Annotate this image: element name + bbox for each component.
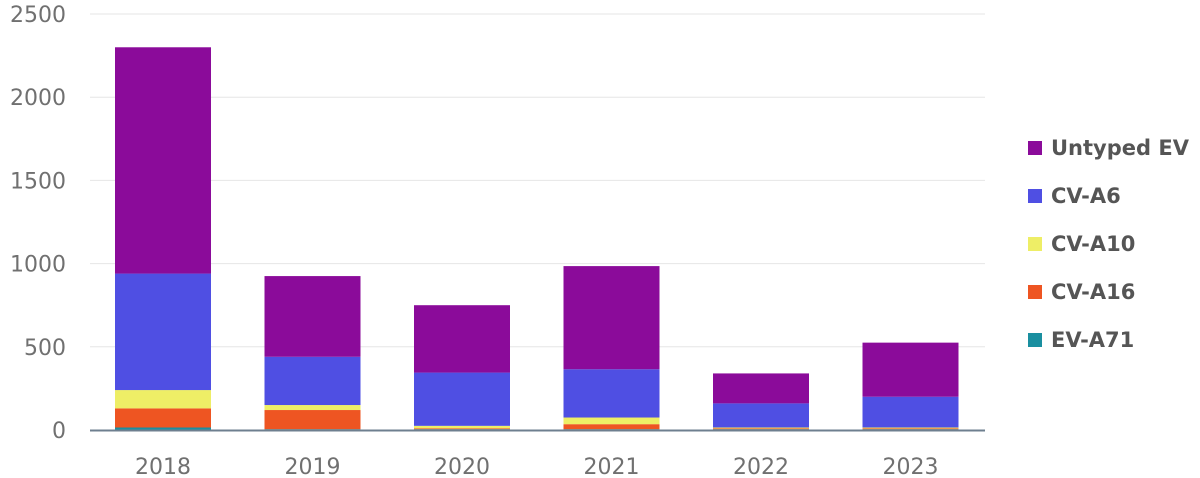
bar-segment-cv-a6 (862, 396, 959, 428)
legend-label: CV-A6 (1051, 184, 1121, 208)
bar-segment-cv-a6 (264, 356, 361, 406)
legend-item[interactable]: CV-A10 (1028, 220, 1200, 268)
bars (115, 47, 959, 430)
y-tick-label: 1000 (10, 253, 66, 278)
bar-segment-untyped-ev (563, 266, 660, 370)
bar-segment-cv-a10 (115, 390, 211, 409)
y-tick-label: 0 (52, 419, 66, 444)
legend-item[interactable]: EV-A71 (1028, 316, 1200, 364)
bar-segment-cv-a10 (713, 427, 809, 429)
legend-swatch (1028, 285, 1042, 299)
legend-swatch (1028, 141, 1042, 155)
x-tick-label: 2020 (434, 455, 490, 478)
legend-label: Untyped EV (1051, 136, 1189, 160)
x-tick-labels: 2018 2019 2020 2021 2022 2023 (135, 455, 939, 478)
x-tick-label: 2019 (285, 455, 341, 478)
bar-segment-cv-a6 (414, 372, 510, 426)
bar-segment-cv-a16 (713, 428, 809, 430)
stacked-bar-chart: 0 500 1000 1500 2000 2500 2018 2019 2020 2021 202… (10, 3, 985, 478)
legend-item[interactable]: Untyped EV (1028, 124, 1200, 172)
bar-segment-cv-a10 (414, 425, 510, 429)
bar-segment-untyped-ev (414, 305, 510, 373)
x-tick-label: 2023 (883, 455, 939, 478)
bar-segment-cv-a6 (713, 403, 809, 428)
legend-swatch (1028, 237, 1042, 251)
bar-segment-ev-a71 (115, 427, 211, 430)
y-tick-labels: 0 500 1000 1500 2000 2500 (10, 3, 66, 444)
y-tick-label: 1500 (10, 169, 66, 194)
x-tick-label: 2018 (135, 455, 191, 478)
bar-segment-untyped-ev (713, 373, 809, 404)
legend-item[interactable]: CV-A16 (1028, 268, 1200, 316)
bar-segment-untyped-ev (115, 47, 211, 274)
legend-item[interactable]: CV-A6 (1028, 172, 1200, 220)
bar-segment-cv-a16 (264, 410, 361, 430)
bar-segment-cv-a16 (862, 428, 959, 430)
bar-segment-cv-a16 (414, 428, 510, 430)
legend-swatch (1028, 333, 1042, 347)
legend-label: CV-A16 (1051, 280, 1136, 304)
bar-segment-cv-a10 (264, 405, 361, 411)
y-tick-label: 2500 (10, 3, 66, 28)
x-tick-label: 2021 (584, 455, 640, 478)
y-tick-label: 2000 (10, 86, 66, 111)
bar-segment-cv-a6 (115, 273, 211, 391)
bar-segment-untyped-ev (264, 276, 361, 357)
x-tick-label: 2022 (733, 455, 789, 478)
gridlines (90, 13, 985, 348)
y-tick-label: 500 (24, 336, 66, 361)
bar-segment-cv-a6 (563, 369, 660, 418)
legend-swatch (1028, 189, 1042, 203)
bar-segment-cv-a10 (563, 417, 660, 425)
bar-segment-cv-a16 (563, 424, 660, 430)
bar-segment-cv-a10 (862, 427, 959, 429)
bar-segment-untyped-ev (862, 342, 959, 397)
legend-label: EV-A71 (1051, 328, 1135, 352)
legend: Untyped EV CV-A6 CV-A10 CV-A16 EV-A71 (1028, 124, 1200, 364)
bar-segment-cv-a16 (115, 408, 211, 428)
legend-label: CV-A10 (1051, 232, 1136, 256)
